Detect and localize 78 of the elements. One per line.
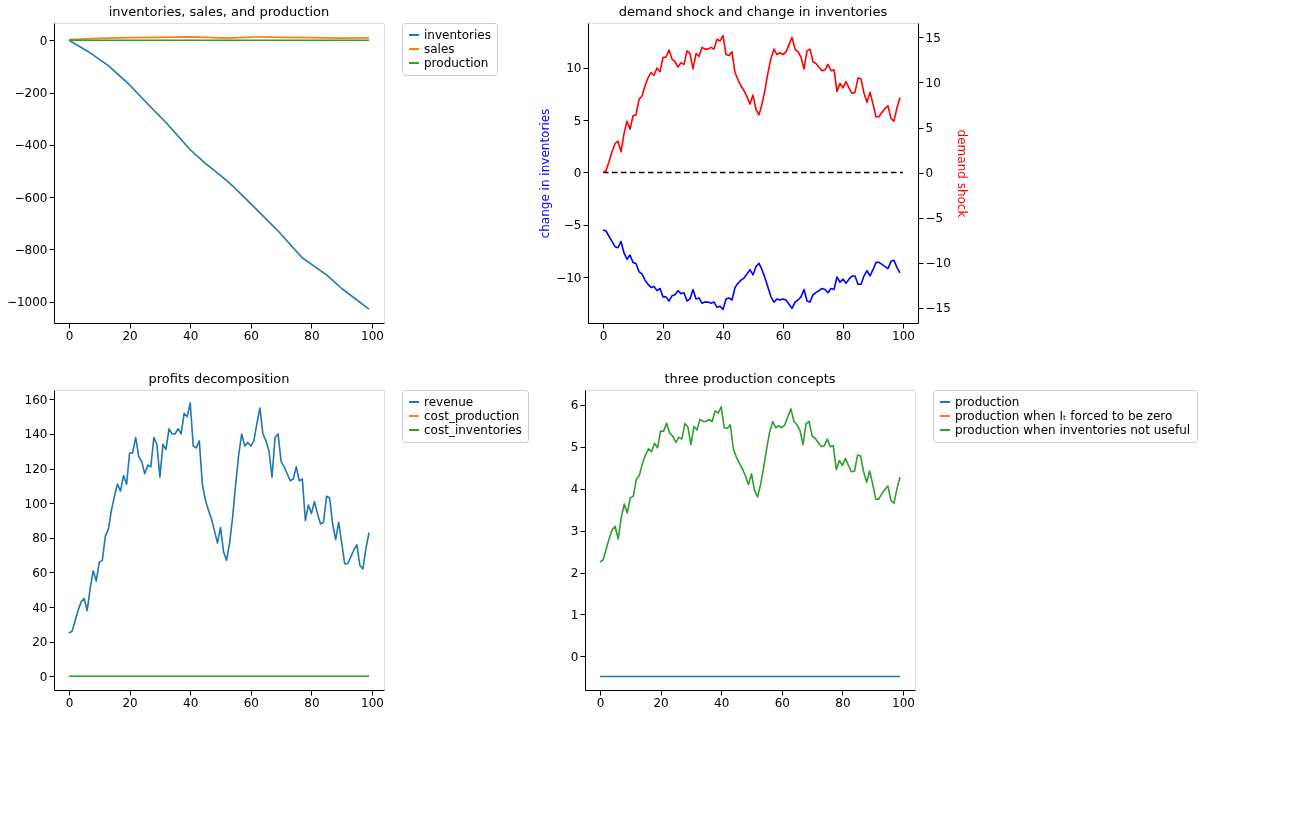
x-tick-label: 60 (243, 695, 259, 710)
y-tick-label: −1000 (6, 295, 48, 310)
y-tick-label: −400 (14, 138, 48, 153)
y2-tick-label: −10 (925, 256, 951, 271)
x-tick-label: 0 (596, 695, 605, 710)
line-series (602, 229, 901, 311)
x-tick-label: 60 (775, 328, 792, 343)
y-tick-label: 60 (32, 565, 48, 580)
y-tick-label: 40 (32, 600, 48, 615)
y-tick-label: 5 (570, 440, 579, 455)
line-series (68, 402, 370, 634)
y2-tick-label: 10 (925, 75, 941, 90)
x-tick-label: 20 (122, 695, 138, 710)
y2-tick-label: −15 (925, 301, 951, 316)
y-tick-label: 160 (24, 392, 48, 407)
y-tick-label: 120 (24, 462, 48, 477)
legend-label: production (955, 395, 1020, 409)
line-series (602, 34, 901, 174)
y2-axis-title: demand shock (954, 129, 969, 218)
x-tick-label: 40 (183, 695, 199, 710)
x-tick-label: 80 (835, 328, 852, 343)
x-tick-label: 60 (243, 328, 259, 343)
x-tick-label: 80 (835, 695, 851, 710)
y-tick-label: 0 (39, 669, 48, 684)
y-tick-label: 0 (39, 33, 48, 48)
y-tick-label: −200 (14, 86, 48, 101)
y-tick-label: 0 (570, 649, 579, 664)
chart-title: demand shock and change in inventories (618, 4, 888, 19)
line-series (68, 39, 370, 310)
line-series (599, 405, 901, 563)
x-tick-label: 0 (599, 328, 608, 343)
x-tick-label: 100 (892, 328, 915, 343)
y-tick-label: 100 (24, 496, 48, 511)
y-tick-label: 20 (32, 635, 48, 650)
chart-title: inventories, sales, and production (108, 3, 330, 19)
y-tick-label: −10 (556, 270, 582, 285)
y-tick-label: −800 (14, 242, 48, 257)
x-tick-label: 100 (892, 695, 915, 710)
chart-title: profits decomposition (148, 370, 290, 386)
x-tick-label: 40 (183, 328, 199, 343)
legend-label: inventories (424, 28, 491, 42)
x-tick-label: 80 (304, 695, 320, 710)
x-tick-label: 40 (715, 328, 732, 343)
y-tick-label: 1 (570, 607, 579, 622)
y2-tick-label: 0 (925, 166, 934, 181)
y-tick-label: 0 (573, 165, 582, 180)
y-tick-label: 10 (566, 61, 582, 76)
y-tick-label: 140 (24, 427, 48, 442)
y-tick-label: 3 (570, 524, 579, 539)
y-tick-label: 5 (573, 113, 582, 128)
x-tick-label: 100 (361, 695, 384, 710)
y2-tick-label: −5 (925, 211, 944, 226)
y2-tick-label: 15 (925, 30, 941, 45)
x-tick-label: 40 (714, 695, 730, 710)
x-tick-label: 0 (65, 328, 74, 343)
y2-tick-label: 5 (925, 121, 934, 135)
y-axis-title: change in inventories (538, 108, 553, 239)
x-tick-label: 20 (655, 328, 672, 343)
chart-title: three production concepts (664, 370, 836, 386)
x-tick-label: 0 (65, 695, 74, 710)
x-tick-label: 60 (774, 695, 790, 710)
x-tick-label: 20 (653, 695, 669, 710)
x-tick-label: 20 (122, 328, 138, 343)
x-tick-label: 80 (304, 328, 320, 343)
y-tick-label: 6 (570, 398, 579, 413)
x-tick-label: 100 (361, 328, 384, 343)
legend-label: revenue (424, 395, 474, 409)
legend-label: cost_inventories (424, 423, 522, 437)
legend-label: production (424, 56, 489, 70)
y-tick-label: 4 (570, 482, 579, 497)
legend-label: production when inventories not useful (955, 423, 1191, 437)
y-tick-label: −5 (563, 218, 582, 233)
legend-label: production when Iₜ forced to be zero (955, 409, 1173, 423)
legend-label: cost_production (424, 409, 520, 423)
y-tick-label: −600 (14, 190, 48, 205)
legend-label: sales (424, 42, 455, 56)
y-tick-label: 2 (570, 566, 579, 581)
y-tick-label: 80 (32, 531, 48, 546)
